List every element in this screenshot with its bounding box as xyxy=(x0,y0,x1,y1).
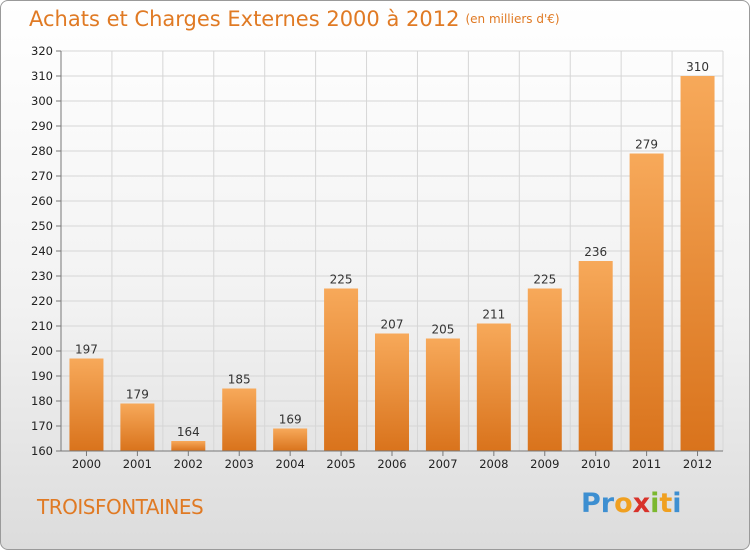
x-tick-label-2011: 2011 xyxy=(632,457,661,471)
x-tick-label-2004: 2004 xyxy=(276,457,305,471)
data-label-2006: 207 xyxy=(381,318,404,332)
data-label-2010: 236 xyxy=(584,245,607,259)
title-text: Achats et Charges Externes 2000 à 2012 xyxy=(29,7,460,31)
x-tick-label-2005: 2005 xyxy=(326,457,355,471)
y-tick-label: 190 xyxy=(31,369,53,383)
data-label-2007: 205 xyxy=(431,323,454,337)
y-tick-label: 210 xyxy=(31,319,53,333)
y-tick-label: 280 xyxy=(31,144,53,158)
x-tick-label-2008: 2008 xyxy=(479,457,508,471)
data-label-2004: 169 xyxy=(279,413,302,427)
x-tick-label-2009: 2009 xyxy=(530,457,559,471)
y-tick-label: 310 xyxy=(31,69,53,83)
logo-letter: o xyxy=(614,488,633,519)
data-label-2001: 179 xyxy=(126,388,149,402)
data-label-2000: 197 xyxy=(75,343,98,357)
logo-letter: P xyxy=(581,488,601,519)
x-tick-label-2006: 2006 xyxy=(377,457,406,471)
y-tick-label: 320 xyxy=(31,44,53,58)
logo-letter: i xyxy=(650,488,660,519)
bar-2012 xyxy=(680,76,715,451)
y-tick-label: 300 xyxy=(31,94,53,108)
bar-2009 xyxy=(527,288,562,451)
bar-2005 xyxy=(324,288,359,451)
logo-letter: t xyxy=(659,488,673,519)
bar-2001 xyxy=(120,403,155,451)
data-label-2011: 279 xyxy=(635,138,658,152)
bar-2004 xyxy=(273,428,308,451)
y-tick-label: 290 xyxy=(31,119,53,133)
x-tick-label-2000: 2000 xyxy=(72,457,101,471)
axes: 160 170 180 190 200 210 220 230 240 250 260 270 280 2… xyxy=(31,44,723,471)
data-label-2009: 225 xyxy=(533,273,556,287)
bar-2011 xyxy=(629,153,664,451)
logo-letter: r xyxy=(600,488,615,519)
x-tick-label-2001: 2001 xyxy=(123,457,152,471)
x-tick-label-2010: 2010 xyxy=(581,457,610,471)
bar-2000 xyxy=(69,358,104,451)
y-tick-label: 170 xyxy=(31,419,53,433)
y-tick-label: 200 xyxy=(31,344,53,358)
y-tick-label: 240 xyxy=(31,244,53,258)
y-tick-label: 270 xyxy=(31,169,53,183)
bar-2007 xyxy=(425,338,460,451)
data-label-2005: 225 xyxy=(330,273,353,287)
bar-2006 xyxy=(375,333,409,451)
chart-title: Achats et Charges Externes 2000 à 2012 (e… xyxy=(29,7,560,31)
logo-letter: x xyxy=(632,488,651,519)
data-label-2002: 164 xyxy=(177,425,200,439)
commune-name: TROISFONTAINES xyxy=(37,495,204,519)
y-tick-label: 250 xyxy=(31,219,53,233)
bar-2008 xyxy=(476,323,511,451)
bars: 197 179 164 185 169 225 207 205 211 225 236 279 310 xyxy=(69,60,715,451)
data-label-2003: 185 xyxy=(228,373,251,387)
logo-letter: i xyxy=(672,488,682,519)
x-tick-label-2003: 2003 xyxy=(225,457,254,471)
x-tick-label-2012: 2012 xyxy=(683,457,712,471)
y-tick-label: 260 xyxy=(31,194,53,208)
x-tick-label-2002: 2002 xyxy=(174,457,203,471)
bar-2010 xyxy=(578,261,613,451)
y-tick-label: 160 xyxy=(31,444,53,458)
data-label-2008: 211 xyxy=(482,308,505,322)
proxiti-logo[interactable]: Proxiti xyxy=(581,488,682,519)
chart-subtitle: (en milliers d'€) xyxy=(465,12,560,26)
bar-2003 xyxy=(222,388,257,451)
x-tick-label-2007: 2007 xyxy=(428,457,457,471)
y-tick-label: 220 xyxy=(31,294,53,308)
bar-2002 xyxy=(171,441,206,451)
data-label-2012: 310 xyxy=(686,60,709,74)
y-tick-label: 180 xyxy=(31,394,53,408)
y-tick-label: 230 xyxy=(31,269,53,283)
